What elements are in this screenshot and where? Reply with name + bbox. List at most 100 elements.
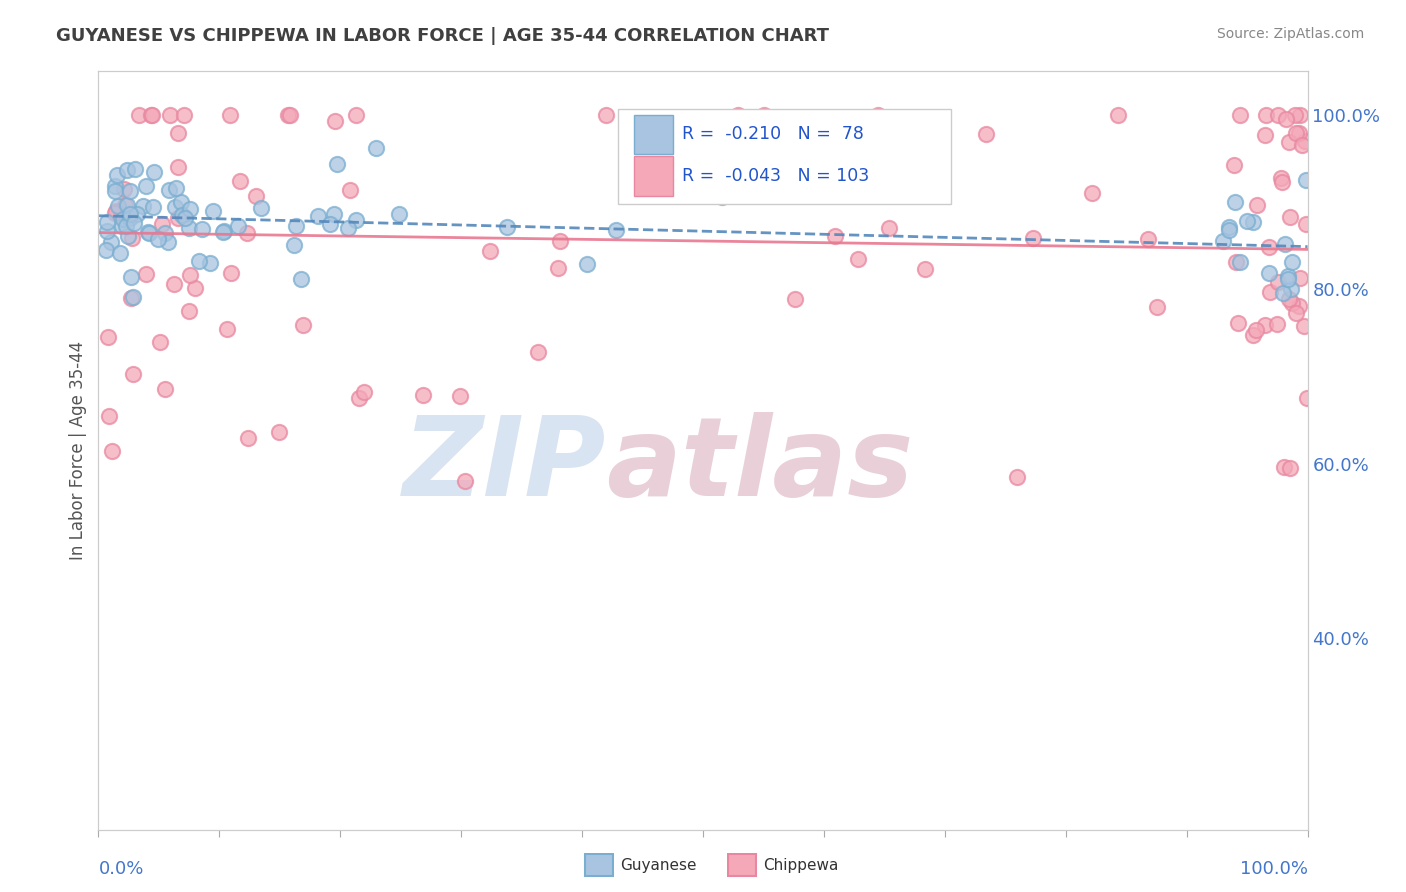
Point [1277, 271, 1299, 285]
Point [1281, 254, 1303, 268]
Point [184, 281, 207, 295]
Point [112, 182, 135, 196]
Point [1267, 275, 1289, 289]
Point [94, 243, 117, 257]
Text: ZIP: ZIP [402, 412, 606, 519]
Point [1212, 235, 1234, 249]
Point [527, 345, 550, 359]
Point [752, 108, 775, 122]
Point [1278, 460, 1301, 475]
Point [104, 185, 127, 199]
Point [149, 335, 172, 350]
Point [165, 200, 187, 214]
Point [1260, 285, 1282, 300]
Point [104, 179, 127, 194]
Point [824, 228, 846, 243]
Point [364, 141, 387, 155]
Point [97, 409, 120, 423]
Point [1271, 175, 1294, 189]
Point [170, 195, 193, 210]
Point [187, 254, 209, 268]
Point [1254, 318, 1277, 332]
Point [191, 222, 214, 236]
Point [1275, 112, 1298, 127]
Point [212, 225, 235, 239]
Point [111, 219, 134, 233]
Point [278, 108, 301, 122]
Point [159, 108, 181, 122]
Point [96, 223, 118, 237]
Point [1291, 138, 1313, 153]
FancyBboxPatch shape [634, 114, 672, 154]
Point [167, 211, 190, 225]
Point [337, 221, 360, 235]
Point [1285, 306, 1308, 320]
Text: Source: ZipAtlas.com: Source: ZipAtlas.com [1216, 27, 1364, 41]
Point [1107, 108, 1129, 122]
Point [112, 211, 135, 226]
Point [1296, 392, 1319, 406]
Point [143, 165, 166, 179]
Point [108, 245, 131, 260]
Point [245, 189, 267, 203]
Point [1229, 255, 1251, 269]
Point [142, 200, 165, 214]
Point [115, 162, 138, 177]
Point [1288, 126, 1310, 140]
Point [285, 219, 308, 233]
Point [157, 183, 180, 197]
Point [118, 207, 141, 221]
Point [1246, 197, 1268, 211]
Point [155, 382, 177, 396]
Point [291, 318, 314, 332]
Point [1294, 135, 1316, 149]
Point [250, 201, 273, 215]
Point [1146, 300, 1168, 314]
Point [454, 474, 477, 488]
Point [201, 203, 224, 218]
Point [727, 108, 749, 122]
Point [1279, 282, 1302, 296]
Point [974, 127, 997, 141]
Point [226, 219, 249, 234]
Point [1267, 317, 1289, 331]
Point [163, 277, 186, 292]
Point [344, 108, 367, 122]
Point [496, 219, 519, 234]
Point [132, 199, 155, 213]
Text: 100.0%: 100.0% [1240, 860, 1308, 878]
Point [548, 235, 571, 249]
Point [122, 289, 145, 303]
Point [879, 221, 901, 235]
Point [1218, 219, 1240, 234]
Point [576, 257, 599, 271]
Point [1285, 127, 1308, 141]
Point [1270, 171, 1292, 186]
Point [179, 303, 201, 318]
Point [846, 252, 869, 266]
Text: atlas: atlas [606, 412, 914, 519]
Point [1225, 254, 1247, 268]
Point [215, 321, 238, 335]
Point [1281, 295, 1303, 310]
Point [179, 268, 201, 282]
Point [214, 224, 236, 238]
Point [170, 208, 193, 222]
Point [1257, 240, 1279, 254]
Point [388, 207, 411, 221]
Point [104, 205, 127, 219]
Point [135, 179, 157, 194]
Point [1241, 328, 1264, 343]
Point [1277, 269, 1299, 284]
Point [1244, 323, 1267, 337]
Point [115, 198, 138, 212]
Point [1278, 292, 1301, 306]
Point [1272, 460, 1295, 475]
Point [1223, 194, 1246, 209]
Point [218, 108, 240, 122]
Point [1218, 223, 1240, 237]
Point [97, 330, 120, 344]
Point [179, 202, 201, 216]
Point [1295, 217, 1317, 231]
Text: R =  -0.043   N = 103: R = -0.043 N = 103 [682, 167, 870, 185]
